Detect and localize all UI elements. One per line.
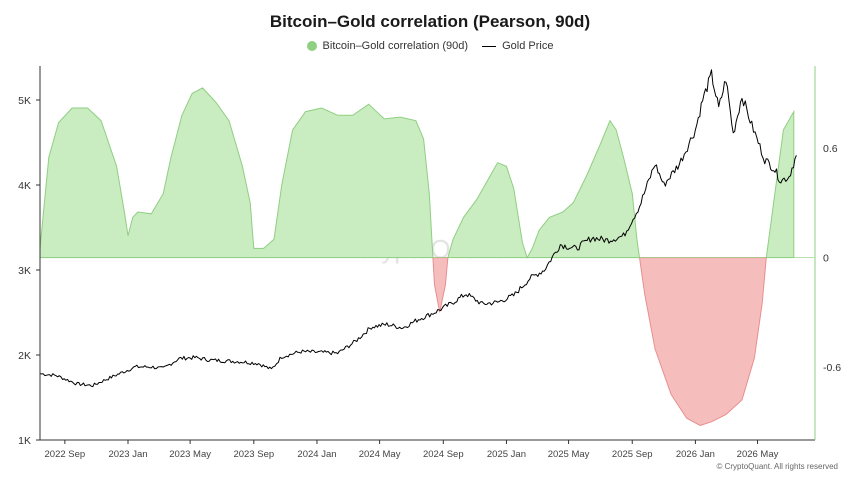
left-tick-label: 2K: [18, 350, 31, 362]
legend-swatch-correlation: [306, 41, 317, 51]
x-tick-label: 2026 May: [737, 449, 779, 460]
x-tick-label: 2025 May: [548, 449, 590, 460]
x-tick-label: 2024 May: [359, 449, 401, 460]
x-tick-label: 2023 May: [169, 449, 211, 460]
legend-swatch-gold-price: [482, 45, 497, 47]
correlation-area-positive: [39, 87, 795, 259]
legend-label-correlation: Bitcoin–Gold correlation (90d): [322, 40, 469, 52]
x-tick-label: 2025 Sep: [612, 449, 653, 460]
legend: Bitcoin–Gold correlation (90d) Gold Pric…: [0, 40, 860, 52]
left-tick-label: 1K: [18, 435, 31, 447]
correlation-area-negative: [432, 257, 767, 426]
x-tick-label: 2026 Jan: [676, 449, 715, 460]
legend-label-gold-price: Gold Price: [502, 40, 554, 52]
copyright-credit: © CryptoQuant. All rights reserved: [716, 462, 839, 471]
right-tick-label: 0: [823, 253, 829, 265]
gold-price-line: [39, 69, 797, 388]
left-tick-label: 4K: [18, 180, 31, 192]
x-tick-label: 2023 Jan: [108, 449, 147, 460]
x-tick-label: 2022 Sep: [45, 449, 86, 460]
x-tick-label: 2025 Jan: [487, 449, 526, 460]
legend-item-correlation[interactable]: Bitcoin–Gold correlation (90d): [306, 40, 469, 52]
x-tick-label: 2024 Sep: [423, 449, 464, 460]
x-tick-label: 2024 Jan: [297, 449, 336, 460]
x-tick-label: 2023 Sep: [233, 449, 274, 460]
legend-item-gold-price[interactable]: Gold Price: [482, 40, 553, 52]
left-tick-label: 5K: [18, 95, 31, 107]
chart-title: Bitcoin–Gold correlation (Pearson, 90d): [269, 12, 591, 31]
left-tick-label: 3K: [18, 265, 31, 277]
right-tick-label: -0.6: [823, 362, 841, 374]
right-tick-label: 0.6: [823, 143, 838, 155]
